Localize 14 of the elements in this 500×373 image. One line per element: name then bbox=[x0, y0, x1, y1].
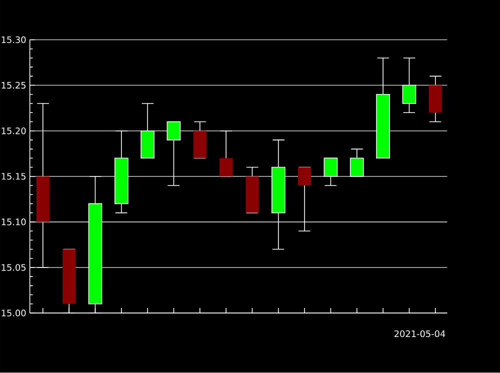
candlestick bbox=[166, 122, 181, 186]
y-tick-label: 15.05 bbox=[2, 264, 26, 272]
y-tick-label: 15.20 bbox=[2, 128, 26, 134]
y-tick-label: 15.10 bbox=[2, 218, 26, 226]
candlestick bbox=[298, 167, 312, 232]
candlestick bbox=[220, 130, 233, 177]
y-tick-label: 15.25 bbox=[2, 82, 26, 89]
candlestick bbox=[324, 158, 338, 186]
y-tick-label: 15.30 bbox=[2, 36, 26, 44]
y-tick-label: 15.15 bbox=[2, 173, 26, 180]
y-tick-label: 15.00 bbox=[2, 310, 26, 317]
candlestick bbox=[350, 148, 364, 177]
candlestick bbox=[402, 58, 416, 114]
x-axis-title: 2021-05-04 bbox=[394, 330, 446, 338]
